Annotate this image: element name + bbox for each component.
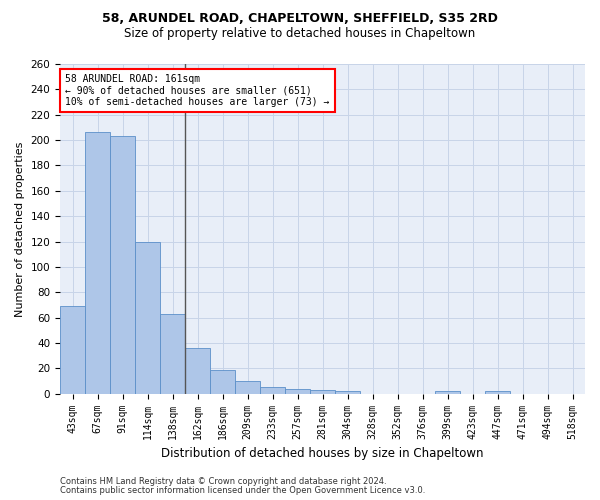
Bar [310, 390, 335, 394]
Bar [260, 388, 285, 394]
Bar [85, 132, 110, 394]
Text: Contains public sector information licensed under the Open Government Licence v3: Contains public sector information licen… [60, 486, 425, 495]
Bar [135, 242, 160, 394]
Bar [110, 136, 135, 394]
Bar [185, 348, 210, 394]
Text: 58 ARUNDEL ROAD: 161sqm
← 90% of detached houses are smaller (651)
10% of semi-d: 58 ARUNDEL ROAD: 161sqm ← 90% of detache… [65, 74, 329, 107]
Bar [485, 391, 510, 394]
Bar [435, 391, 460, 394]
Bar [285, 388, 310, 394]
Text: 58, ARUNDEL ROAD, CHAPELTOWN, SHEFFIELD, S35 2RD: 58, ARUNDEL ROAD, CHAPELTOWN, SHEFFIELD,… [102, 12, 498, 26]
Bar [210, 370, 235, 394]
Text: Contains HM Land Registry data © Crown copyright and database right 2024.: Contains HM Land Registry data © Crown c… [60, 477, 386, 486]
Bar [160, 314, 185, 394]
X-axis label: Distribution of detached houses by size in Chapeltown: Distribution of detached houses by size … [161, 447, 484, 460]
Y-axis label: Number of detached properties: Number of detached properties [15, 141, 25, 316]
Bar [335, 391, 360, 394]
Bar [60, 306, 85, 394]
Text: Size of property relative to detached houses in Chapeltown: Size of property relative to detached ho… [124, 28, 476, 40]
Bar [235, 381, 260, 394]
